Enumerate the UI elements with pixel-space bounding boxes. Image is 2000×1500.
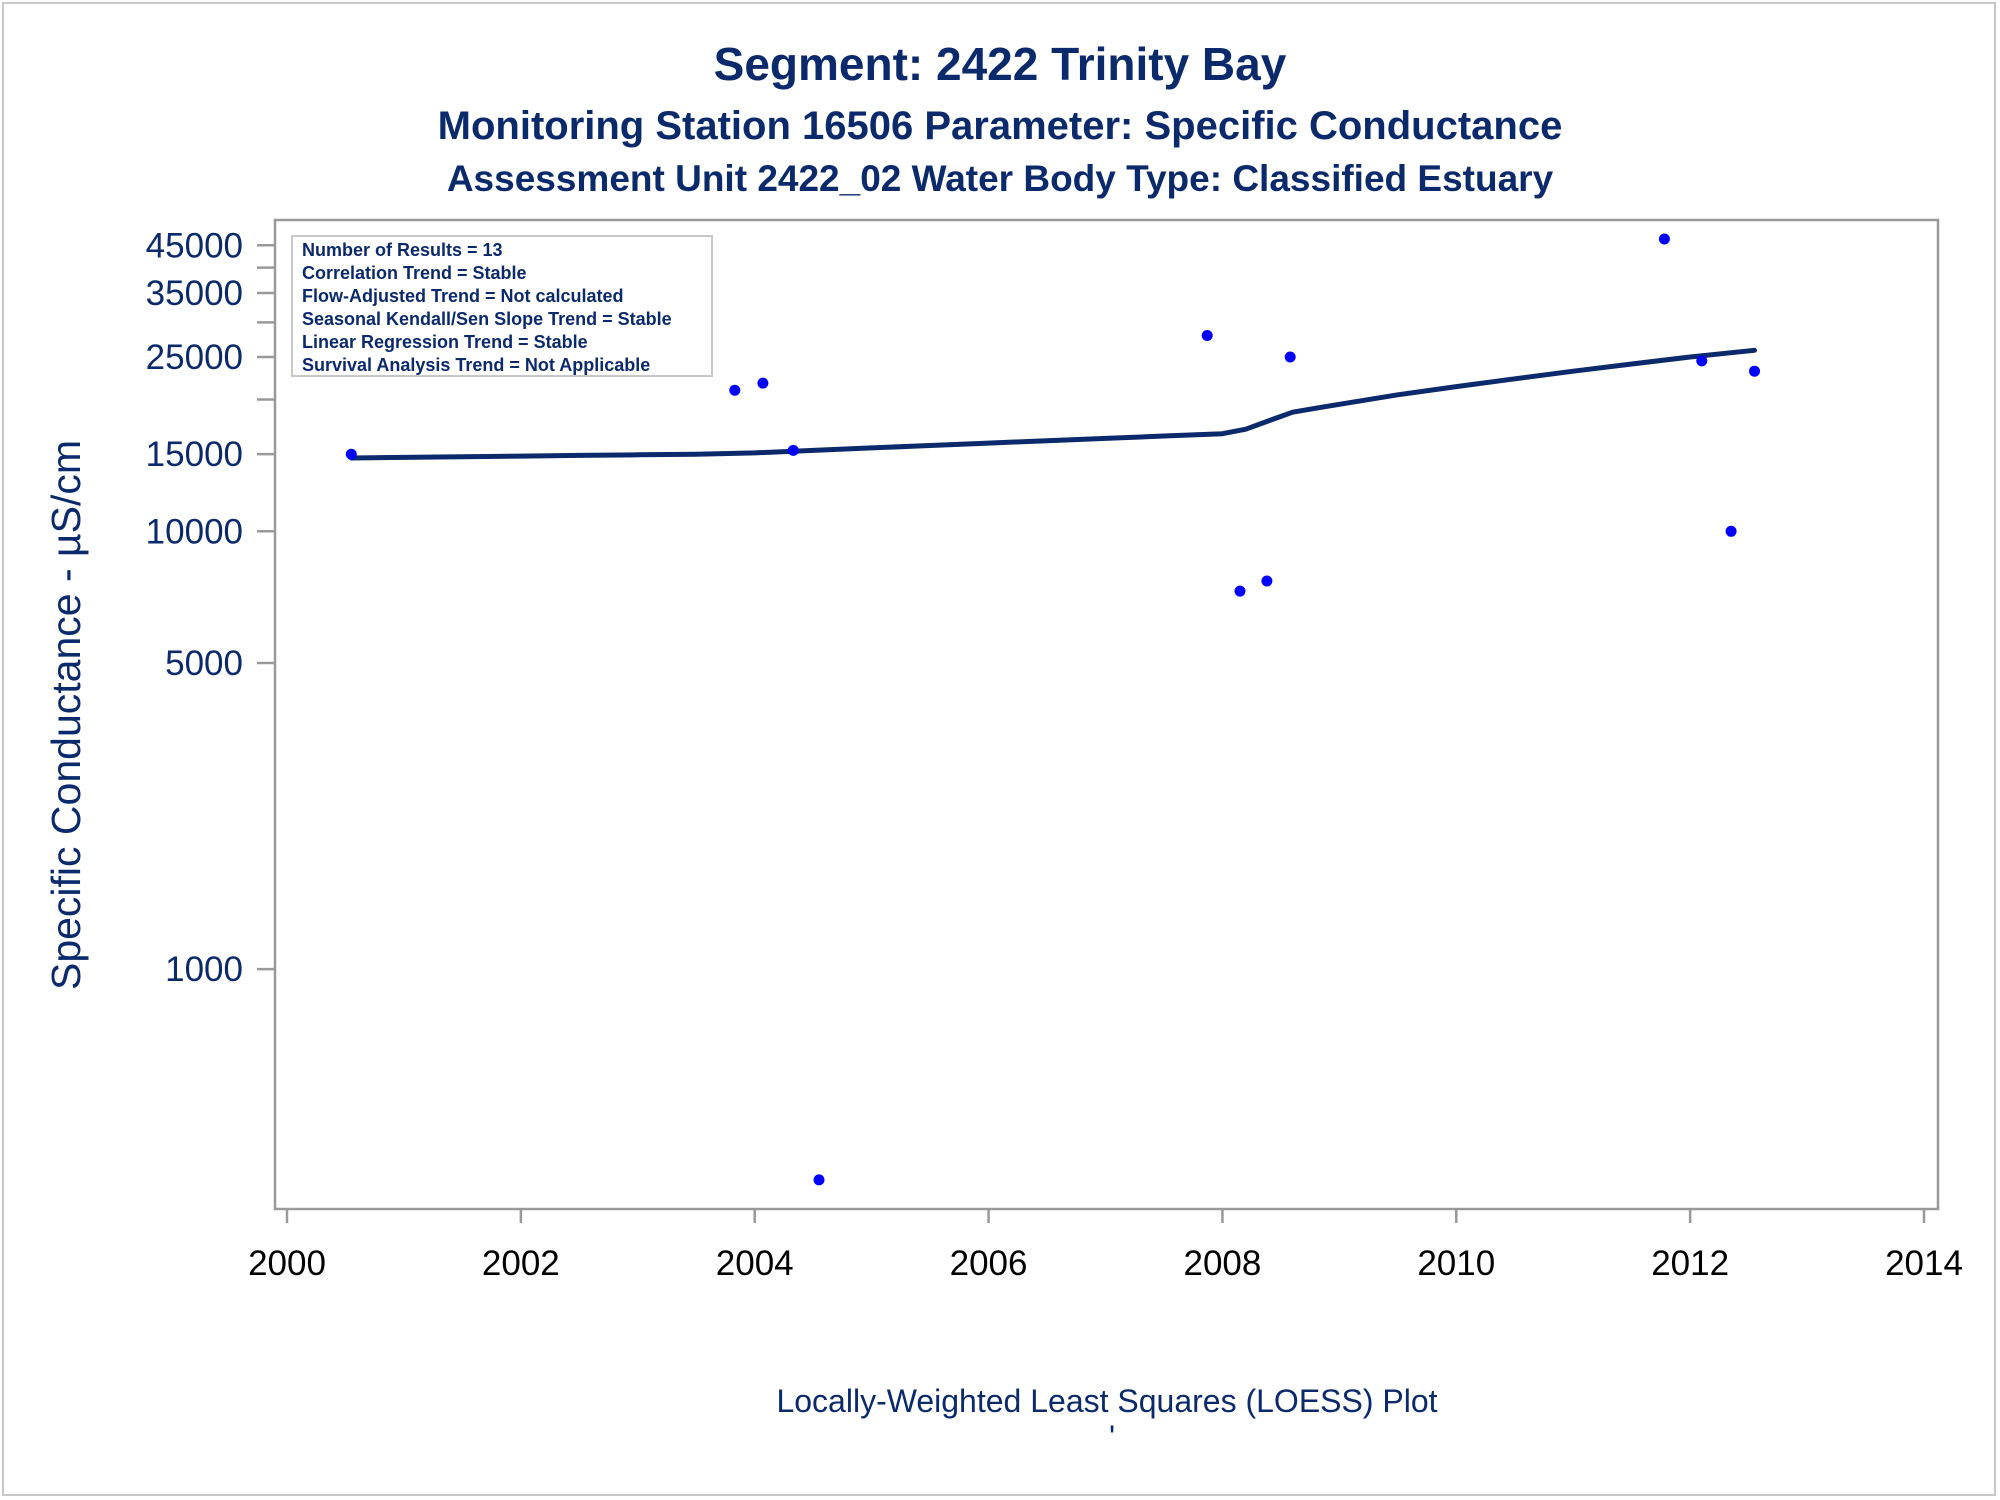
data-point-2 — [729, 384, 741, 396]
stat-correlation-trend: Correlation Trend = Stable — [302, 263, 527, 283]
data-point-11 — [1696, 355, 1708, 367]
y-tick-label-35000: 35000 — [146, 274, 243, 313]
y-axis: 45000 35000 25000 15000 10000 5000 1000 — [146, 226, 275, 989]
x-tick-label-2000: 2000 — [248, 1244, 326, 1283]
data-point-10 — [1658, 233, 1670, 245]
data-point-5 — [813, 1174, 825, 1186]
stat-flow-adjusted-trend: Flow-Adjusted Trend = Not calculated — [302, 286, 624, 306]
data-point-6 — [1201, 330, 1213, 341]
y-tick-label-15000: 15000 — [146, 435, 243, 474]
footnote: Locally-Weighted Least Squares (LOESS) P… — [776, 1383, 1437, 1419]
chart-subtitle-2: Assessment Unit 2422_02 Water Body Type:… — [447, 158, 1554, 199]
data-point-13 — [1749, 365, 1760, 377]
data-point-3 — [757, 377, 769, 389]
footnote-mark: ' — [1109, 1419, 1115, 1455]
data-point-9 — [1284, 351, 1296, 363]
stat-seasonal-kendall-trend: Seasonal Kendall/Sen Slope Trend = Stabl… — [302, 309, 672, 329]
x-tick-label-2012: 2012 — [1651, 1244, 1729, 1283]
y-axis-title: Specific Conductance - µS/cm — [43, 440, 89, 990]
x-tick-label-2002: 2002 — [482, 1244, 560, 1283]
y-tick-label-25000: 25000 — [146, 338, 243, 377]
x-axis: 2000 2002 2004 2006 2008 2010 2012 2014 — [248, 1209, 1963, 1283]
x-tick-label-2014: 2014 — [1885, 1244, 1963, 1283]
data-series — [345, 233, 1760, 1186]
chart-title: Segment: 2422 Trinity Bay — [714, 38, 1287, 90]
loess-trend-line — [348, 347, 1757, 461]
data-point-7 — [1234, 585, 1246, 597]
y-tick-label-5000: 5000 — [165, 644, 243, 683]
data-point-1 — [345, 448, 357, 460]
data-point-12 — [1725, 525, 1737, 537]
chart-subtitle: Monitoring Station 16506 Parameter: Spec… — [438, 104, 1563, 148]
stats-box: Number of Results = 13 Correlation Trend… — [291, 235, 713, 377]
x-tick-label-2004: 2004 — [716, 1244, 794, 1283]
x-tick-label-2010: 2010 — [1417, 1244, 1495, 1283]
y-tick-label-10000: 10000 — [146, 512, 243, 551]
stat-number-of-results: Number of Results = 13 — [302, 240, 503, 260]
data-point-4 — [787, 444, 799, 456]
stat-survival-analysis-trend: Survival Analysis Trend = Not Applicable — [302, 355, 650, 375]
plot-area — [273, 218, 1940, 1211]
data-point-8 — [1261, 575, 1273, 587]
stats-box-border — [291, 235, 713, 377]
y-tick-label-45000: 45000 — [146, 226, 243, 265]
y-tick-label-1000: 1000 — [165, 950, 243, 989]
x-tick-label-2008: 2008 — [1183, 1244, 1261, 1283]
stat-linear-regression-trend: Linear Regression Trend = Stable — [302, 332, 588, 352]
x-tick-label-2006: 2006 — [950, 1244, 1028, 1283]
